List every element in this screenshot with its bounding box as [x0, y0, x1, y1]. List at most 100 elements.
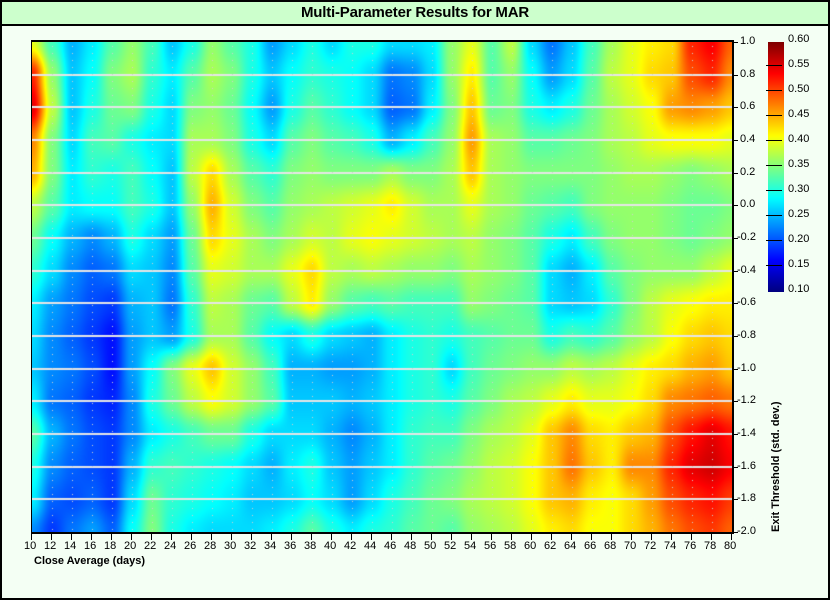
- x-tick-mark: [511, 534, 512, 540]
- x-tick-label: 22: [144, 540, 157, 552]
- x-tick-mark: [331, 534, 332, 540]
- colorbar-tick-mark: [766, 265, 782, 266]
- y-tick-mark: [733, 107, 738, 108]
- colorbar-tick-mark: [766, 140, 782, 141]
- y-tick-label: -0.2: [737, 231, 756, 243]
- x-tick-mark: [631, 534, 632, 540]
- y-tick-label: 0.4: [740, 133, 756, 145]
- x-tick-mark: [491, 534, 492, 540]
- x-tick-mark: [171, 534, 172, 540]
- x-tick-mark: [291, 534, 292, 540]
- x-tick-mark: [471, 534, 472, 540]
- x-tick-label: 58: [504, 540, 517, 552]
- colorbar-tick-label: 0.10: [788, 283, 810, 295]
- x-tick-label: 70: [624, 540, 637, 552]
- x-tick-label: 40: [324, 540, 337, 552]
- colorbar-tick-label: 0.55: [788, 58, 810, 70]
- x-tick-label: 66: [584, 540, 597, 552]
- y-tick-label: -2.0: [737, 525, 756, 537]
- x-tick-mark: [231, 534, 232, 540]
- x-tick-mark: [31, 534, 32, 540]
- y-tick-mark: [733, 303, 738, 304]
- x-tick-label: 76: [684, 540, 697, 552]
- x-tick-label: 46: [384, 540, 397, 552]
- colorbar-tick-mark: [766, 65, 782, 66]
- y-tick-mark: [733, 499, 738, 500]
- x-tick-mark: [391, 534, 392, 540]
- x-tick-label: 30: [224, 540, 237, 552]
- y-tick-mark: [733, 532, 738, 533]
- y-tick-mark: [733, 140, 738, 141]
- y-tick-mark: [733, 75, 738, 76]
- x-tick-mark: [691, 534, 692, 540]
- x-tick-label: 48: [404, 540, 417, 552]
- x-tick-label: 78: [704, 540, 717, 552]
- y-tick-mark: [733, 271, 738, 272]
- y-tick-label: -1.6: [737, 460, 756, 472]
- x-tick-mark: [311, 534, 312, 540]
- x-tick-label: 12: [44, 540, 57, 552]
- x-tick-mark: [591, 534, 592, 540]
- x-tick-label: 60: [524, 540, 537, 552]
- x-tick-label: 26: [184, 540, 197, 552]
- colorbar-tick-mark: [766, 240, 782, 241]
- x-tick-label: 80: [724, 540, 737, 552]
- y-tick-mark: [733, 42, 738, 43]
- x-tick-mark: [671, 534, 672, 540]
- colorbar-tick-label: 0.60: [788, 33, 810, 45]
- x-tick-label: 44: [364, 540, 377, 552]
- y-tick-label: 0.6: [740, 100, 756, 112]
- x-tick-mark: [211, 534, 212, 540]
- colorbar-tick-label: 0.20: [788, 233, 810, 245]
- x-tick-mark: [371, 534, 372, 540]
- y-tick-mark: [733, 369, 738, 370]
- x-tick-label: 54: [464, 540, 477, 552]
- x-tick-label: 36: [284, 540, 297, 552]
- y-tick-mark: [733, 336, 738, 337]
- colorbar-tick-label: 0.35: [788, 158, 810, 170]
- colorbar: [768, 42, 784, 292]
- x-tick-mark: [571, 534, 572, 540]
- y-tick-mark: [733, 238, 738, 239]
- y-tick-label: 0.0: [740, 198, 756, 210]
- colorbar-tick-mark: [766, 165, 782, 166]
- colorbar-tick-label: 0.30: [788, 183, 810, 195]
- x-tick-mark: [651, 534, 652, 540]
- x-tick-label: 14: [64, 540, 77, 552]
- y-tick-mark: [733, 434, 738, 435]
- y-tick-label: 0.8: [740, 68, 756, 80]
- colorbar-tick-label: 0.50: [788, 83, 810, 95]
- colorbar-tick-mark: [766, 215, 782, 216]
- x-tick-mark: [251, 534, 252, 540]
- x-tick-mark: [51, 534, 52, 540]
- x-tick-label: 42: [344, 540, 357, 552]
- x-tick-label: 28: [204, 540, 217, 552]
- heatmap-plot-area: [31, 40, 734, 534]
- x-tick-label: 16: [84, 540, 97, 552]
- y-tick-mark: [733, 205, 738, 206]
- x-axis-title: Close Average (days): [34, 555, 146, 567]
- y-tick-label: -0.6: [737, 296, 756, 308]
- y-tick-label: -1.2: [737, 394, 756, 406]
- x-tick-mark: [451, 534, 452, 540]
- x-tick-mark: [131, 534, 132, 540]
- x-tick-mark: [711, 534, 712, 540]
- x-tick-mark: [271, 534, 272, 540]
- x-tick-label: 20: [124, 540, 137, 552]
- x-tick-mark: [551, 534, 552, 540]
- y-tick-label: -1.4: [737, 427, 756, 439]
- colorbar-tick-label: 0.25: [788, 208, 810, 220]
- x-tick-label: 24: [164, 540, 177, 552]
- y-tick-label: 0.2: [740, 166, 756, 178]
- x-tick-label: 52: [444, 540, 457, 552]
- y-tick-mark: [733, 173, 738, 174]
- colorbar-tick-mark: [766, 190, 782, 191]
- y-tick-label: 1.0: [740, 35, 756, 47]
- x-tick-label: 72: [644, 540, 657, 552]
- x-tick-label: 18: [104, 540, 117, 552]
- x-tick-mark: [431, 534, 432, 540]
- x-tick-label: 68: [604, 540, 617, 552]
- x-tick-label: 56: [484, 540, 497, 552]
- y-tick-label: -1.0: [737, 362, 756, 374]
